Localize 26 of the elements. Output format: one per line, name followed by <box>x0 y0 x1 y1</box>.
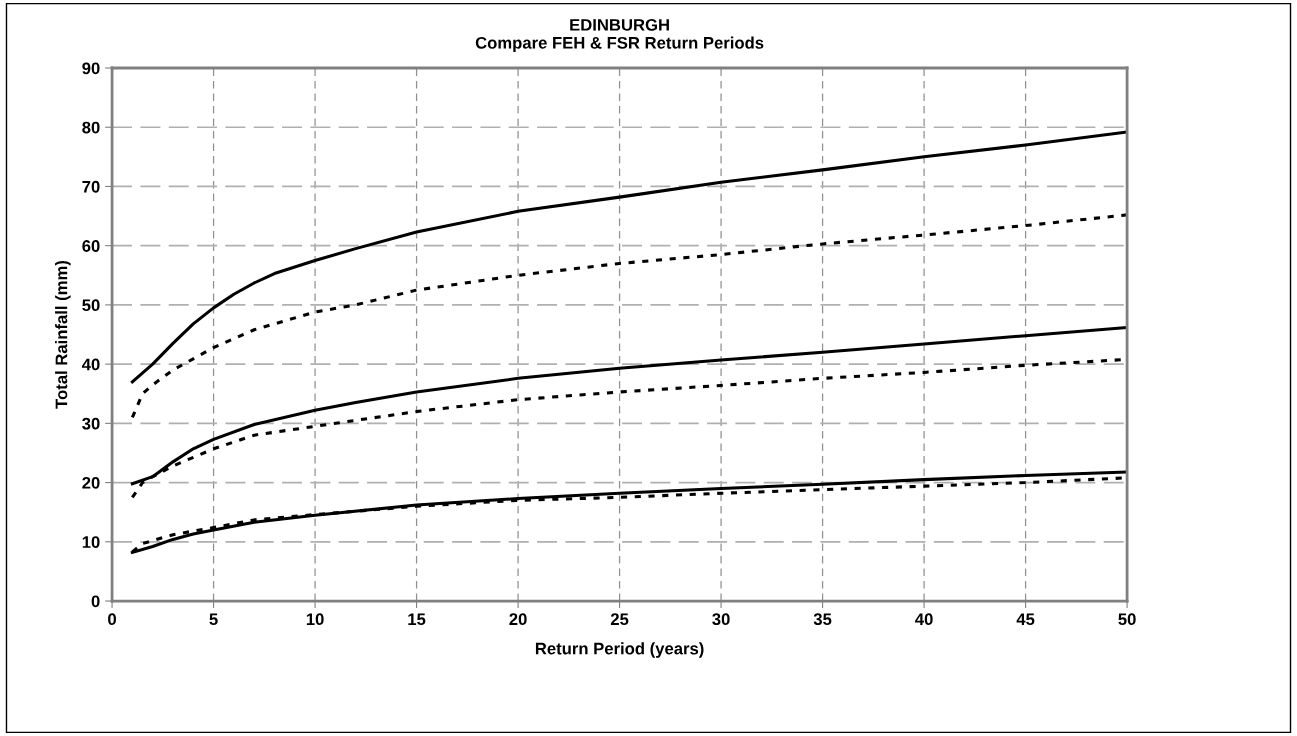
x-axis-title: Return Period (years) <box>535 642 704 658</box>
x-tick-label: 35 <box>813 613 832 626</box>
line-series <box>130 213 1128 419</box>
x-tick-label: 5 <box>209 613 218 626</box>
y-tick-label: 40 <box>81 358 100 371</box>
x-tick-label: 45 <box>1016 613 1035 626</box>
y-tick-label: 20 <box>82 476 100 489</box>
x-tick-label: 50 <box>1118 613 1136 626</box>
y-axis-title: Total Rainfall (mm) <box>55 260 71 409</box>
line-series <box>130 130 1128 384</box>
y-tick-label: 30 <box>82 417 100 430</box>
y-tick-label: 50 <box>82 299 100 312</box>
x-tick-label: 0 <box>108 613 117 626</box>
x-tick-label: 10 <box>306 613 324 626</box>
y-tick-label: 80 <box>82 121 100 134</box>
x-tick-label: 30 <box>712 613 730 626</box>
y-tick-label: 90 <box>82 62 100 75</box>
x-tick-label: 25 <box>610 613 629 626</box>
x-tick-label: 20 <box>509 613 527 626</box>
y-tick-label: 60 <box>82 240 100 252</box>
y-tick-label: 70 <box>82 180 100 193</box>
y-tick-label: 10 <box>82 536 100 548</box>
x-tick-label: 15 <box>408 613 426 626</box>
y-tick-label: 0 <box>91 595 100 608</box>
x-tick-label: 40 <box>915 613 933 626</box>
chart-title: EDINBURGH Compare FEH & FSR Return Periods <box>475 18 764 53</box>
